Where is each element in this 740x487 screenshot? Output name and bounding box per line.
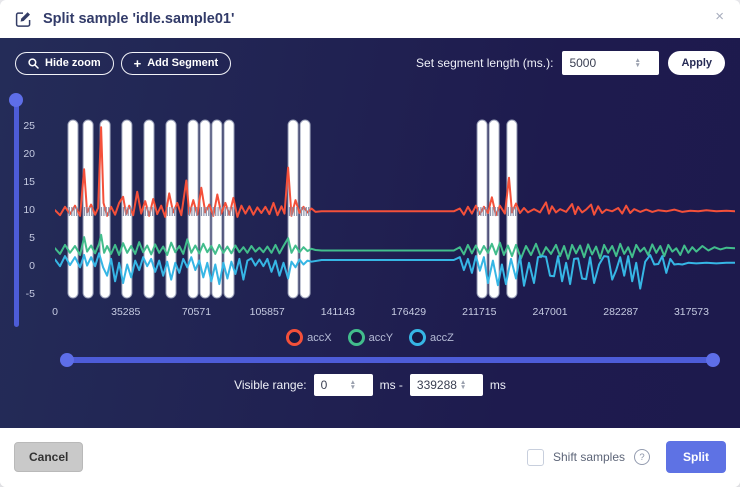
visible-range-from-input[interactable] (320, 378, 347, 392)
x-tick-label: 211715 (462, 306, 497, 318)
x-tick-label: 317573 (673, 306, 709, 318)
segment-length-field-wrap: ▲▼ (562, 51, 660, 75)
legend-label: accY (368, 331, 394, 344)
y-tick-label: -5 (25, 288, 35, 301)
shift-samples-label: Shift samples (552, 450, 625, 464)
vertical-zoom-slider[interactable] (9, 93, 23, 333)
visible-range-label: Visible range: (234, 378, 307, 392)
visible-range-separator: ms - (379, 378, 403, 392)
legend-label: accX (307, 331, 332, 344)
y-tick-label: 25 (23, 120, 35, 133)
x-tick-label: 141143 (320, 306, 356, 318)
waveform-chart[interactable] (54, 115, 736, 305)
x-tick-label: 0 (52, 306, 58, 318)
x-tick-label: 176429 (391, 306, 427, 318)
legend-item-accY[interactable]: accY (347, 329, 394, 346)
y-axis-labels: 25 20 15 10 5 0 -5 (16, 115, 48, 305)
split-button[interactable]: Split (666, 441, 726, 473)
y-tick-label: 15 (23, 176, 35, 189)
shift-samples-checkbox[interactable] (526, 448, 544, 466)
y-tick-label: 5 (29, 232, 35, 245)
x-tick-label: 70571 (181, 306, 212, 318)
legend-dot-icon (347, 329, 365, 346)
magnifier-icon (28, 57, 39, 69)
legend-dot-icon (409, 329, 427, 346)
segment-length-input[interactable] (569, 56, 632, 70)
spinner-icon[interactable]: ▲ ▼ (634, 57, 641, 69)
x-tick-label: 247001 (532, 306, 568, 318)
x-tick-label: 35285 (111, 306, 141, 318)
segment-length-label: Set segment length (ms.): (416, 56, 554, 70)
range-slider-left-handle[interactable] (60, 353, 74, 367)
legend-dot-icon (286, 329, 304, 346)
add-segment-button[interactable]: + Add Segment (120, 51, 232, 75)
spinner-icon[interactable]: ▲ ▼ (349, 379, 357, 391)
horizontal-range-slider[interactable] (60, 353, 720, 367)
y-tick-label: 10 (23, 204, 35, 217)
cancel-button[interactable]: Cancel (14, 442, 84, 472)
vertical-slider-handle[interactable] (9, 93, 23, 107)
y-tick-label: 0 (29, 260, 35, 273)
series-accY (54, 233, 736, 260)
segment-handle[interactable] (121, 119, 133, 299)
apply-button[interactable]: Apply (668, 51, 725, 75)
x-tick-label: 282287 (603, 306, 639, 318)
vertical-slider-track[interactable] (14, 99, 19, 327)
x-tick-label: 105857 (249, 306, 285, 318)
range-slider-right-handle[interactable] (706, 353, 720, 367)
y-tick-label: 20 (23, 148, 35, 161)
edit-icon (15, 11, 32, 28)
spinner-icon[interactable]: ▲ ▼ (459, 379, 467, 391)
series-accZ (54, 252, 736, 290)
modal-footer: Cancel Shift samples ? Split (0, 428, 740, 487)
x-axis-labels: 0 35285 70571 105857 141143 176429 211715 24700… (52, 306, 735, 320)
chart-panel: Hide zoom + Add Segment Set segment leng… (0, 38, 740, 428)
legend-item-accX[interactable]: accX (286, 329, 332, 346)
visible-range-row: Visible range: ▲▼ ms - ▲▼ ms (0, 374, 740, 396)
plus-icon: + (133, 55, 142, 71)
visible-range-unit: ms (489, 378, 506, 392)
hide-zoom-button[interactable]: Hide zoom (15, 51, 114, 75)
visible-range-to-input[interactable] (416, 378, 457, 392)
horizontal-slider-track[interactable] (66, 357, 714, 363)
modal-header: Split sample 'idle.sample01' × (0, 0, 740, 38)
modal-title: Split sample 'idle.sample01' (43, 11, 235, 27)
chart-toolbar: Hide zoom + Add Segment Set segment leng… (0, 38, 740, 75)
legend-item-accZ[interactable]: accZ (409, 329, 454, 346)
series-accX (54, 126, 736, 218)
help-icon[interactable]: ? (634, 449, 650, 465)
chart-legend: accX accY accZ (0, 329, 740, 346)
close-icon[interactable]: × (715, 8, 724, 25)
legend-label: accZ (430, 331, 454, 344)
